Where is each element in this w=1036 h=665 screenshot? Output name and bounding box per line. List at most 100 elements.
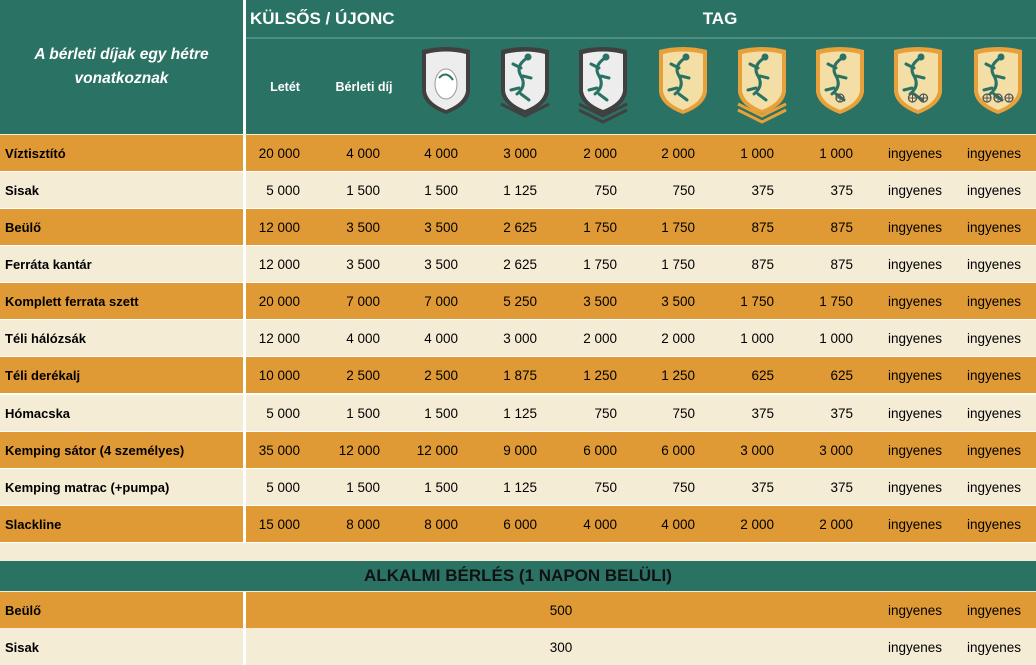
spacer-row <box>0 543 1036 561</box>
price-cell: 375 <box>830 183 853 198</box>
kulsos-header: KÜLSŐS / ÚJONC <box>250 9 395 28</box>
item-label: Hómacska <box>5 406 71 421</box>
price-cell: 875 <box>830 257 853 272</box>
price-cell: 3 000 <box>503 331 537 346</box>
price-cell: 1 000 <box>819 146 853 161</box>
price-cell: 1 000 <box>740 331 774 346</box>
price-cell: 875 <box>830 220 853 235</box>
price-cell: 750 <box>672 406 695 421</box>
price-cell: 2 000 <box>661 331 695 346</box>
price-cell: 375 <box>830 406 853 421</box>
table-row: Kemping matrac (+pumpa) 5 000 1 500 1 500 1 … <box>0 469 1036 506</box>
price-cell: 4 000 <box>346 146 380 161</box>
price-cell: ingyenes <box>887 639 943 655</box>
item-label: Beülő <box>5 220 42 235</box>
price-cell: 4 000 <box>346 331 380 346</box>
price-cell: 625 <box>751 368 774 383</box>
table-row: Beülő 12 000 3 500 3 500 2 625 1 750 1 750 875 8… <box>0 209 1036 246</box>
table-row: Víztisztító 20 000 4 000 4 000 3 000 2 000 2 0… <box>0 135 1036 172</box>
berleti-dij-header: Bérleti díj <box>335 80 393 94</box>
column-divider <box>243 432 246 469</box>
price-cell: 1 000 <box>740 146 774 161</box>
price-cell: 1 125 <box>503 406 537 421</box>
price-cell: 1 750 <box>583 257 617 272</box>
column-divider <box>243 506 246 543</box>
price-cell: ingyenes <box>887 331 943 346</box>
price-cell: ingyenes <box>966 257 1022 272</box>
item-label: Víztisztító <box>5 146 66 161</box>
header-divider <box>243 0 246 134</box>
rank-badge-icon <box>655 46 711 124</box>
price-cell: 6 000 <box>661 443 695 458</box>
price-cell: ingyenes <box>887 146 943 161</box>
price-cell: 3 500 <box>346 220 380 235</box>
price-cell: ingyenes <box>966 331 1022 346</box>
price-cell: 2 500 <box>424 368 458 383</box>
price-cell: 1 500 <box>346 183 380 198</box>
price-cell: ingyenes <box>887 257 943 272</box>
table-row: Sisak 5 000 1 500 1 500 1 125 750 750 375 375 ing… <box>0 172 1036 209</box>
column-divider <box>243 629 246 665</box>
price-cell: 12 000 <box>258 331 300 346</box>
column-divider <box>243 395 246 432</box>
price-cell: 7 000 <box>346 294 380 309</box>
price-cell: ingyenes <box>887 406 943 421</box>
price-cell: 9 000 <box>503 443 537 458</box>
price-cell: 1 750 <box>583 220 617 235</box>
price-cell: 375 <box>751 183 774 198</box>
item-label: Slackline <box>5 517 62 532</box>
price-cell: 5 250 <box>503 294 537 309</box>
price-cell: 2 000 <box>819 517 853 532</box>
intro-text: A bérleti díjak egy hétre vonatkoznak <box>0 0 243 134</box>
price-cell: 1 500 <box>424 183 458 198</box>
alkalmi-header: ALKALMI BÉRLÉS (1 NAPON BELÜLI) <box>0 561 1036 591</box>
column-divider <box>243 469 246 506</box>
rank-badge-icon <box>497 46 553 124</box>
price-cell: ingyenes <box>887 602 943 618</box>
alkalmi-title: ALKALMI BÉRLÉS (1 NAPON BELÜLI) <box>364 566 672 585</box>
intro-line-2: vonatkoznak <box>74 70 169 87</box>
price-cell: ingyenes <box>966 368 1022 383</box>
price-cell: 2 000 <box>661 146 695 161</box>
price-cell: 12 000 <box>258 220 300 235</box>
item-label: Téli derékalj <box>5 368 81 383</box>
price-cell: 1 875 <box>503 368 537 383</box>
table-row: Téli derékalj 10 000 2 500 2 500 1 875 1 250 1… <box>0 357 1036 394</box>
price-cell: 12 000 <box>258 257 300 272</box>
price-cell: 2 625 <box>503 257 537 272</box>
price-cell: 1 500 <box>346 406 380 421</box>
price-cell: 4 000 <box>424 146 458 161</box>
price-cell: 4 000 <box>424 331 458 346</box>
price-cell: ingyenes <box>887 294 943 309</box>
price-cell: ingyenes <box>966 294 1022 309</box>
tag-header: TAG <box>702 9 738 28</box>
table-row: Kemping sátor (4 személyes) 35 000 12 000 1… <box>0 432 1036 469</box>
item-label: Komplett ferrata szett <box>5 294 139 309</box>
price-cell: 1 000 <box>819 331 853 346</box>
price-cell: 375 <box>830 480 853 495</box>
price-cell: 1 750 <box>819 294 853 309</box>
price-cell: ingyenes <box>966 183 1022 198</box>
item-label: Sisak <box>5 183 39 198</box>
price-cell: 1 250 <box>583 368 617 383</box>
price-cell: 875 <box>751 257 774 272</box>
intro-line-1: A bérleti díjak egy hétre <box>34 46 209 63</box>
price-cell: 3 500 <box>583 294 617 309</box>
price-cell: ingyenes <box>966 639 1022 655</box>
price-cell: 8 000 <box>346 517 380 532</box>
price-cell: ingyenes <box>887 443 943 458</box>
price-cell: 1 500 <box>346 480 380 495</box>
row-divider <box>0 393 1036 395</box>
price-cell: 5 000 <box>266 406 300 421</box>
rank-badge-icon <box>575 46 631 124</box>
table-row: Ferráta kantár 12 000 3 500 3 500 2 625 1 750… <box>0 246 1036 283</box>
table-row: Slackline 15 000 8 000 8 000 6 000 4 000 4 000… <box>0 506 1036 543</box>
price-cell: ingyenes <box>966 602 1022 618</box>
price-cell: 6 000 <box>583 443 617 458</box>
rank-badge-icon <box>890 46 946 124</box>
price-cell: 375 <box>751 480 774 495</box>
letet-header: Letét <box>270 80 300 94</box>
price-cell: 12 000 <box>416 443 458 458</box>
table-row: Hómacska 5 000 1 500 1 500 1 125 750 750 375 375… <box>0 395 1036 432</box>
